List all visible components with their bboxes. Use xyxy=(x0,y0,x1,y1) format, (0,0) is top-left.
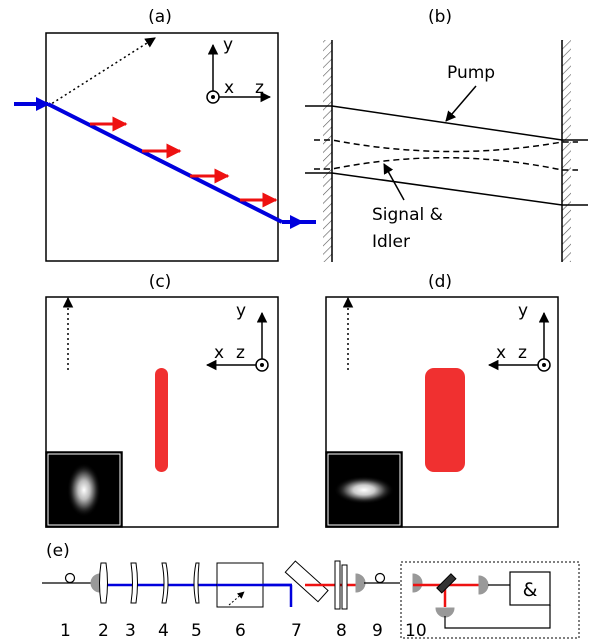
left-mirror-hatch xyxy=(323,40,332,262)
detection-box-10 xyxy=(400,561,580,639)
pump-beam-diagonal xyxy=(47,102,283,224)
axis-label-y: y xyxy=(223,35,233,55)
dichroic-mirror-7 xyxy=(284,560,329,603)
component-number: 10 xyxy=(405,621,427,641)
coordinate-axes-c: y x z xyxy=(205,301,269,372)
panel-a: (a) y x z xyxy=(14,7,316,262)
red-beam-spot-narrow xyxy=(155,368,168,472)
pump-lower-edge xyxy=(305,172,588,206)
inset-spot-image-c xyxy=(45,451,123,528)
component-number: 4 xyxy=(158,621,169,641)
fiber-coupler-1 xyxy=(90,573,101,593)
signal-idler-label-line1: Signal & xyxy=(372,205,443,225)
signal-idler-label-line2: Idler xyxy=(372,232,410,252)
pump-label: Pump xyxy=(447,63,495,83)
axis-label-x: x xyxy=(224,78,234,98)
filter-8b xyxy=(341,564,348,610)
component-number: 3 xyxy=(125,621,136,641)
lens-4 xyxy=(161,562,169,604)
signal-pointer-arrow xyxy=(383,163,405,201)
axis-label-z: z xyxy=(255,78,264,98)
panel-b: (b) Pump Signal & Idler xyxy=(305,7,588,262)
right-mirror-hatch xyxy=(562,40,571,262)
axis-label-x: x xyxy=(214,343,224,363)
filter-8a xyxy=(334,560,341,610)
coordinate-axes-a: y x z xyxy=(206,35,272,104)
coordinate-axes-d: y x z xyxy=(487,301,551,372)
pump-upper-edge xyxy=(305,105,588,141)
crystal-axis-dotted-arrow xyxy=(228,591,245,606)
component-number: 8 xyxy=(336,621,347,641)
pump-beam-in-arrowhead xyxy=(36,97,50,111)
beam-splitter xyxy=(436,573,457,594)
component-number: 7 xyxy=(291,621,302,641)
lens-2 xyxy=(99,562,108,604)
signal-upper-edge xyxy=(314,139,578,153)
lens-5 xyxy=(193,562,200,604)
fiber-coupler-3 xyxy=(412,573,423,593)
panel-d: (d) y x z xyxy=(325,272,559,528)
panel-c-label: (c) xyxy=(149,272,172,292)
dotted-direction-arrow xyxy=(47,37,156,107)
axis-label-z: z xyxy=(518,343,527,363)
component-number: 2 xyxy=(98,621,109,641)
component-number: 5 xyxy=(191,621,202,641)
component-number: 9 xyxy=(372,621,383,641)
panel-d-label: (d) xyxy=(428,272,452,292)
detector-wire-lower xyxy=(444,605,551,629)
fiber-coupler-2 xyxy=(355,573,366,593)
fiber-loop-icon xyxy=(64,572,76,584)
signal-lower-edge xyxy=(314,157,578,171)
fiber-loop-icon xyxy=(374,572,386,584)
panel-e-label: (e) xyxy=(46,541,70,561)
detector-lower xyxy=(435,607,455,618)
panel-a-label: (a) xyxy=(148,7,172,27)
pump-beam-out-arrowhead xyxy=(290,215,304,229)
axis-label-y: y xyxy=(518,301,528,321)
coincidence-counter xyxy=(509,571,551,606)
inset-spot-image-d xyxy=(325,451,403,528)
panel-e: (e) xyxy=(42,541,580,641)
panel-c: (c) y x z xyxy=(45,272,279,528)
panel-d-frame xyxy=(325,296,559,528)
panel-a-frame xyxy=(45,32,279,262)
axis-label-y: y xyxy=(236,301,246,321)
axis-label-z: z xyxy=(236,343,245,363)
lens-3 xyxy=(130,562,138,604)
coincidence-symbol: & xyxy=(523,579,538,601)
pump-pointer-arrow xyxy=(445,85,477,122)
panel-b-label: (b) xyxy=(428,7,452,27)
axis-label-x: x xyxy=(496,343,506,363)
red-beam-spot-wide xyxy=(425,368,465,472)
component-number: 6 xyxy=(235,621,246,641)
panel-c-frame xyxy=(45,296,279,528)
component-number: 1 xyxy=(60,621,71,641)
detector-upper xyxy=(478,575,489,595)
